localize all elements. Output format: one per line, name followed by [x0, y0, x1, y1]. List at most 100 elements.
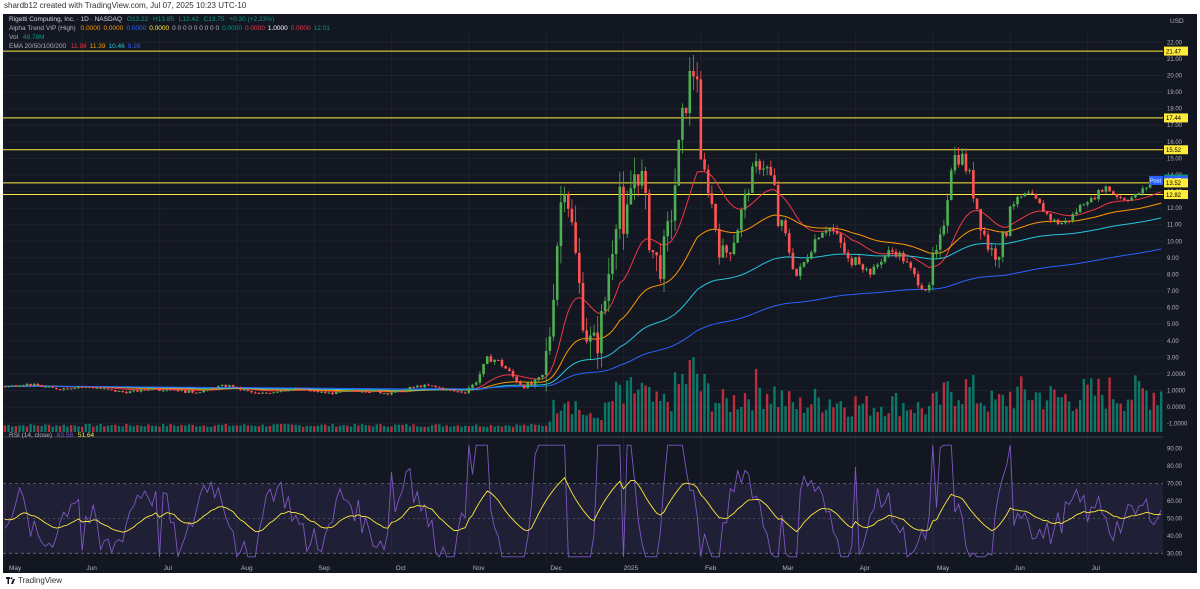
candle-body [1034, 193, 1038, 199]
candle-body [566, 194, 570, 209]
volume-bar [69, 425, 73, 432]
price-tick: 15.00 [1167, 156, 1183, 162]
candle-body [585, 330, 588, 342]
candle-body [972, 170, 975, 199]
volume-bar [898, 416, 901, 432]
volume-bar [1112, 399, 1115, 432]
candle-body [692, 70, 695, 77]
legend-high: H13.85 [153, 16, 174, 23]
volume-bar [1038, 392, 1041, 432]
candle-body [1001, 232, 1005, 257]
candle-body [695, 76, 699, 80]
candle-body [611, 254, 614, 274]
volume-bar [810, 404, 813, 432]
price-tick: -1.0000 [1167, 422, 1188, 428]
volume-bar [360, 424, 364, 432]
volume-bar [33, 425, 36, 432]
volume-bar [128, 425, 132, 432]
volume-bar [1123, 410, 1126, 432]
legend-volume[interactable]: Vol 49.78M [9, 34, 48, 41]
candle-body [997, 256, 1001, 260]
rsi-tick: 30.00 [1167, 551, 1183, 557]
candle-body [44, 386, 47, 388]
candle-body [721, 245, 725, 258]
candle-body [544, 350, 548, 375]
candle-body [916, 274, 920, 286]
volume-bar [673, 372, 677, 432]
volume-bar [861, 403, 865, 432]
volume-bar [961, 404, 964, 432]
candle-body [1038, 198, 1041, 204]
volume-bar [997, 393, 1001, 432]
ema50-line [4, 202, 1162, 392]
candle-body [636, 174, 640, 186]
volume-bar [121, 426, 124, 432]
volume-bar [556, 413, 559, 432]
legend-symbol[interactable]: Rigetti Computing, Inc. · 1D · NASDAQ O1… [9, 16, 277, 23]
time-label: Jun [1014, 565, 1025, 572]
candle-body [1115, 194, 1119, 198]
price-tick: 17.00 [1167, 123, 1183, 129]
volume-bar [1152, 392, 1155, 432]
candle-body [474, 382, 478, 385]
candle-body [887, 250, 890, 256]
candle-body [677, 139, 681, 186]
volume-bar [143, 426, 146, 432]
volume-bar [692, 357, 695, 432]
candle-body [920, 285, 924, 290]
candle-body [909, 262, 913, 268]
candle-body [1097, 189, 1100, 200]
legend-ema[interactable]: EMA 20/50/100/200 11.98 11.39 10.46 9.26 [9, 43, 143, 50]
candle-body [316, 390, 320, 393]
volume-bar [725, 398, 728, 432]
candle-body [710, 193, 714, 204]
candle-body [684, 107, 688, 114]
volume-bar [279, 423, 283, 432]
volume-bar [806, 407, 809, 432]
volume-bar [740, 406, 743, 432]
legend-alpha-value: 0.0000 [149, 25, 170, 32]
volume-bar [445, 425, 448, 432]
volume-bar [813, 388, 817, 432]
candle-body [1134, 194, 1137, 198]
price-badge [1164, 113, 1188, 123]
volume-bar [463, 425, 467, 432]
candle-body [865, 268, 868, 270]
volume-bar [161, 424, 165, 432]
volume-bar [217, 424, 220, 432]
volume-bar [132, 426, 135, 432]
candle-body [765, 166, 769, 169]
price-tick: 1.0000 [1167, 389, 1186, 395]
chart-panel[interactable]: USD 22.00 21.00 20.00 19.00 18.00 17.00 16.00 15… [3, 14, 1197, 573]
candle-body [614, 228, 618, 255]
candle-body [813, 239, 817, 253]
candle-body [21, 385, 25, 387]
candle-body [622, 186, 625, 234]
price-tick: 3.00 [1167, 355, 1179, 361]
candle-body [537, 377, 541, 380]
candle-body [946, 199, 949, 226]
volume-bar [887, 413, 890, 432]
volume-bar [1027, 399, 1030, 432]
candle-body [1123, 198, 1126, 201]
candle-body [224, 385, 228, 387]
volume-bar [1001, 394, 1005, 432]
volume-bar [1056, 397, 1060, 432]
volume-bar [202, 425, 205, 432]
legend-alpha-trend[interactable]: Alpha Trend VIP (High) 0.0000 0.0000 0.000… [9, 25, 333, 32]
candle-body [471, 384, 474, 388]
volume-bar [73, 425, 77, 432]
candle-body [640, 171, 644, 186]
candle-body [699, 79, 703, 160]
volume-bar [983, 405, 986, 432]
legend-rsi[interactable]: RSI (14, close) 63.58 51.64 [9, 432, 97, 439]
candle-body [891, 250, 894, 252]
volume-bar [637, 389, 640, 432]
price-chart[interactable]: USD 22.00 21.00 20.00 19.00 18.00 17.00 16.00 15… [3, 14, 1197, 573]
candle-body [979, 209, 983, 231]
candle-body [861, 264, 865, 270]
candle-body [290, 389, 294, 391]
candle-body [246, 389, 250, 391]
volume-bar [25, 426, 29, 432]
volume-bar [975, 403, 979, 432]
